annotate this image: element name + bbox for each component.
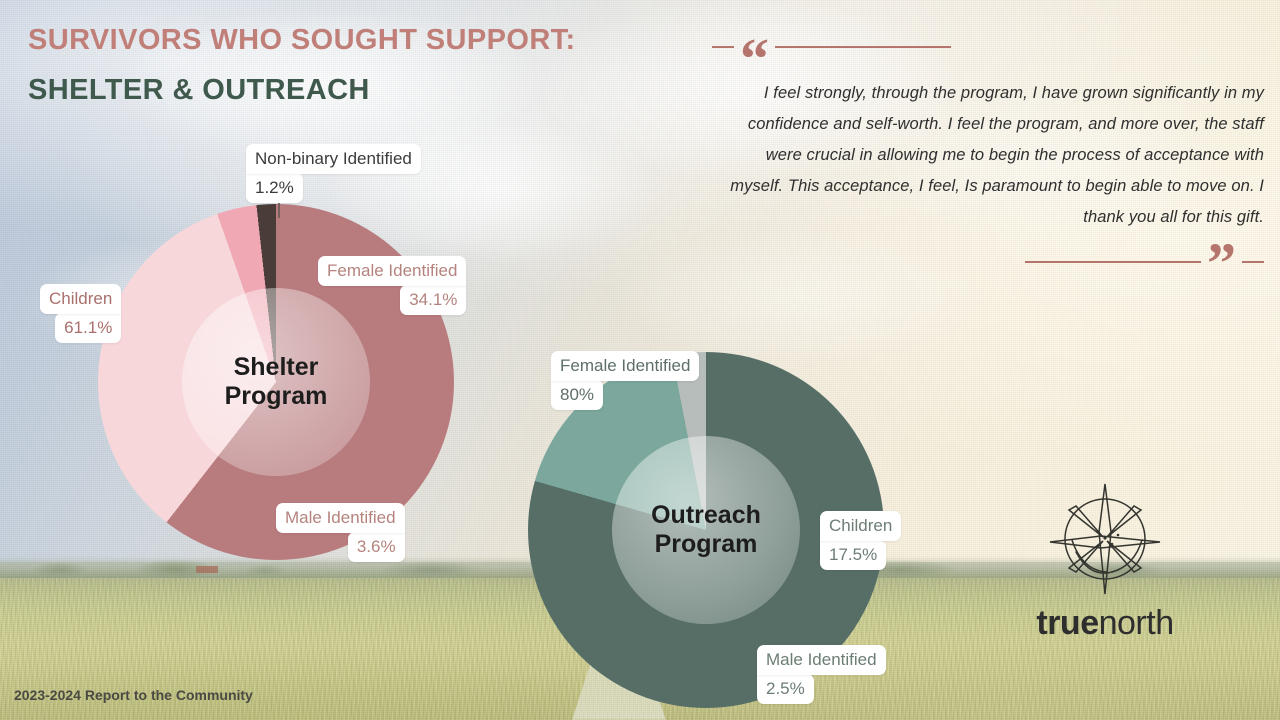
leader-line-nonbinary — [278, 196, 280, 218]
title-line-2: SHELTER & OUTREACH — [28, 74, 370, 106]
label-value: 61.1% — [55, 313, 122, 343]
footer-report-label: 2023-2024 Report to the Community — [14, 687, 253, 703]
compass-rose-icon — [1049, 483, 1161, 595]
outreach-center-line-1: Outreach — [651, 500, 761, 529]
label-shelter-nonbinary[interactable]: Non-binary Identified 1.2% — [246, 144, 421, 203]
outreach-center-line-2: Program — [654, 530, 758, 558]
label-shelter-female[interactable]: Female Identified 34.1% — [318, 256, 467, 315]
shelter-donut-chart[interactable]: Shelter Program — [98, 204, 454, 560]
label-value: 17.5% — [820, 540, 887, 570]
shelter-center-line-1: Shelter — [233, 352, 319, 381]
label-shelter-children[interactable]: Children 61.1% — [40, 284, 122, 343]
label-outreach-female[interactable]: Female Identified 80% — [551, 351, 700, 410]
label-shelter-male[interactable]: Male Identified 3.6% — [276, 503, 405, 562]
outreach-donut-chart[interactable]: Outreach Program — [528, 352, 884, 708]
cloud — [540, 0, 960, 180]
shelter-chart-center-label: Shelter Program — [182, 288, 370, 476]
label-value: 2.5% — [757, 674, 814, 704]
quote-top-ornament: “ — [712, 30, 1264, 88]
label-value: 3.6% — [347, 532, 405, 562]
label-name: Female Identified — [551, 351, 700, 381]
rule-long-icon — [775, 46, 951, 48]
rule-short-icon — [712, 46, 734, 48]
shelter-center-line-2: Program — [224, 382, 328, 410]
rule-short-icon — [1242, 261, 1264, 264]
rule-long-icon — [1025, 261, 1201, 264]
logo-wordmark: truenorth — [1010, 604, 1200, 643]
testimonial-quote: “ I feel strongly, through the program, … — [712, 30, 1264, 293]
label-value: 34.1% — [400, 285, 467, 315]
logo-word-true: true — [1036, 604, 1099, 642]
label-name: Non-binary Identified — [246, 144, 421, 174]
label-value: 1.2% — [246, 173, 303, 203]
cloud — [620, 230, 980, 360]
label-name: Children — [40, 284, 122, 314]
logo-word-north: north — [1098, 604, 1175, 642]
page-title: SURVIVORS WHO SOUGHT SUPPORT: SHELTER & … — [28, 24, 576, 107]
label-name: Male Identified — [757, 645, 886, 675]
truenorth-logo[interactable]: truenorth — [1010, 480, 1200, 643]
quote-text: I feel strongly, through the program, I … — [730, 84, 1264, 227]
label-outreach-children[interactable]: Children 17.5% — [820, 511, 902, 570]
label-value: 80% — [551, 380, 604, 410]
outreach-chart-center-label: Outreach Program — [612, 436, 800, 624]
quote-bottom-ornament: ” — [712, 235, 1264, 293]
label-name: Female Identified — [318, 256, 467, 286]
cloud — [880, 90, 1220, 240]
label-name: Male Identified — [276, 503, 405, 533]
title-line-1: SURVIVORS WHO SOUGHT SUPPORT: — [28, 24, 576, 56]
label-outreach-male[interactable]: Male Identified 2.5% — [757, 645, 886, 704]
label-name: Children — [820, 511, 902, 541]
background-farmhouse — [196, 566, 218, 573]
